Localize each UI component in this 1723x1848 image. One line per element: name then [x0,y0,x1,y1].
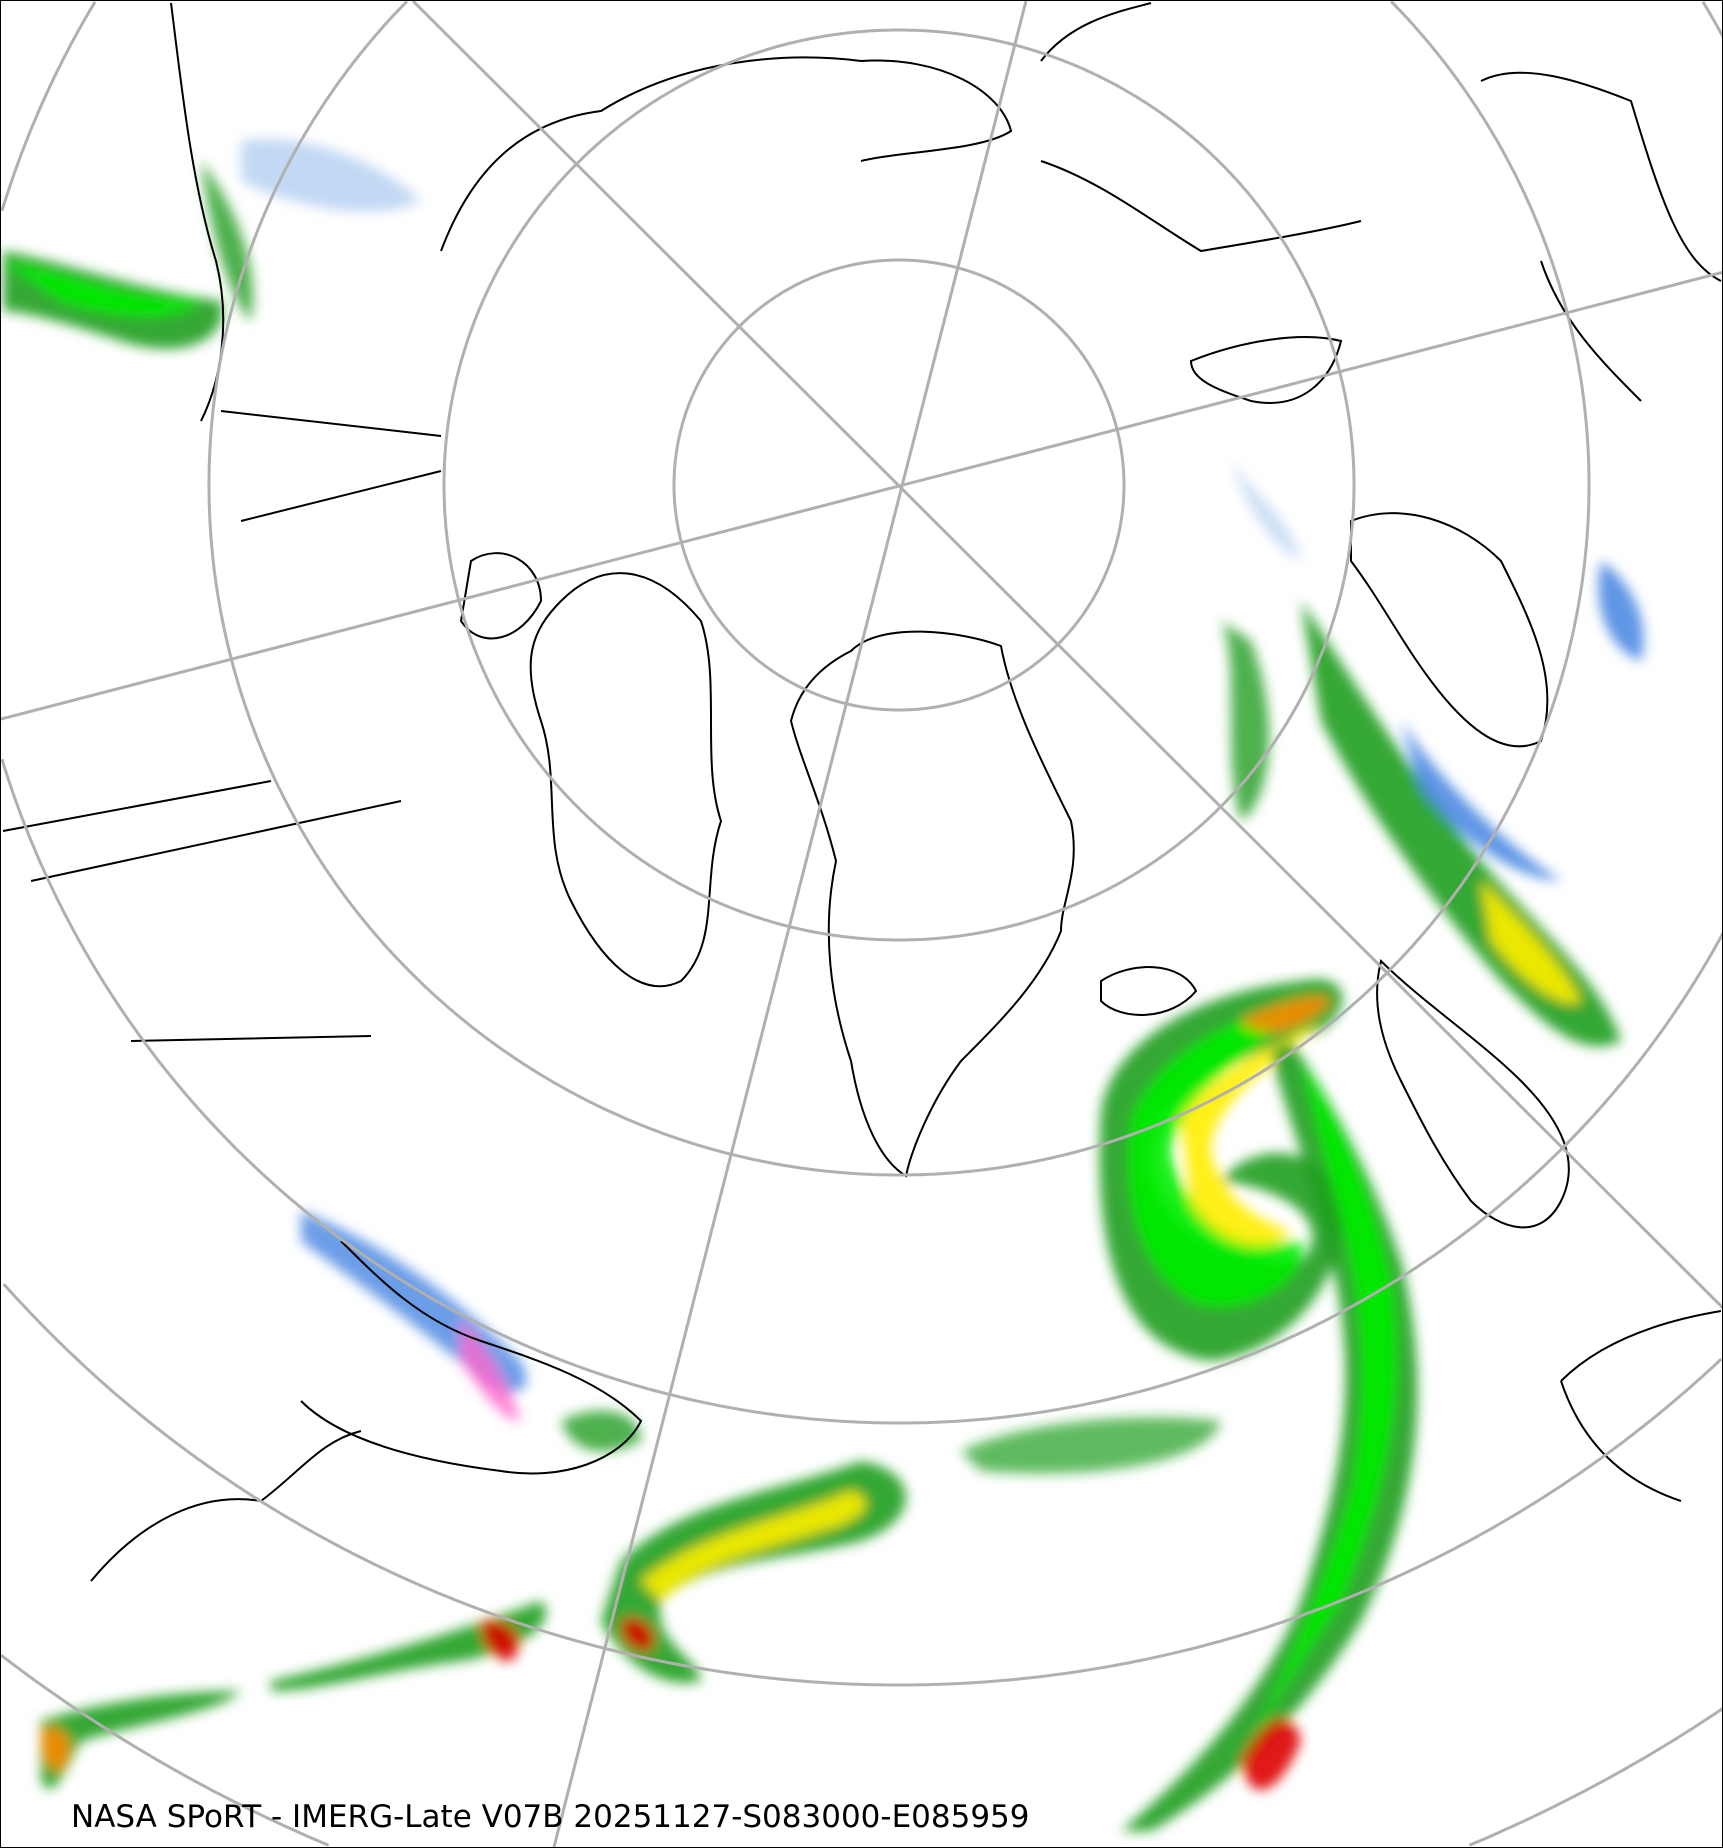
latitude-circle [2,1283,1722,1687]
precipitation-area [241,139,421,212]
coastline [529,572,723,988]
precipitation-area [41,1728,70,1771]
latitude-circle [1,1654,330,1847]
precipitation-area [461,1321,521,1421]
precipitation-area [1121,1041,1418,1831]
latitude-circle [1,758,1722,1425]
coastline [1040,2,1362,253]
coastline [1189,336,1343,404]
coastline [1560,1310,1722,1502]
meridian-line [1,270,1722,721]
precipitation-area [201,161,253,321]
precipitation-area [1241,1061,1397,1761]
coastline [789,630,1075,1178]
product-caption: NASA SPoRT - IMERG-Late V07B 20251127-S0… [71,1799,1030,1835]
coastline [459,552,543,640]
latitude-circle [1390,1,1591,485]
meridian-line [411,1,1722,1310]
precipitation-area [641,1491,866,1601]
precipitation-area [271,1601,547,1691]
meridian-line [552,1,1028,1847]
precipitation-area [621,1618,654,1651]
precipitation-area [1598,561,1644,661]
precipitation-layer [3,139,1644,1831]
latitude-circle [1468,1707,1722,1847]
latitude-circle [207,1,1591,1177]
precipitation-area [961,1417,1221,1474]
precipitation-area [1241,997,1331,1032]
latitude-circle [442,28,1356,942]
latitude-circle [1701,1,1722,39]
precipitation-area [1301,601,1621,1047]
precipitation-area [1231,461,1301,561]
precipitation-area [1128,1001,1302,1307]
coastline [440,56,1013,252]
precipitation-area [1401,721,1561,881]
precipitation-area [481,1620,520,1661]
precipitation-area [1241,1719,1301,1790]
precipitation-area [3,261,201,316]
coastline [2,410,442,1042]
coastline [300,1240,643,1475]
precipitation-area [41,1691,241,1789]
coastline [1350,512,1549,748]
latitude-circle [672,258,1126,712]
coastline [90,1430,362,1582]
latitude-circle [1,1,97,212]
precipitation-area [561,1410,641,1452]
precipitation-area [1481,881,1581,1003]
coastline [1480,71,1722,402]
coastline [1376,959,1570,1229]
precipitation-area [1181,1021,1321,1246]
precipitation-area [1221,621,1270,821]
coastline [1100,966,1198,1016]
coastlines-layer [2,2,1722,1582]
